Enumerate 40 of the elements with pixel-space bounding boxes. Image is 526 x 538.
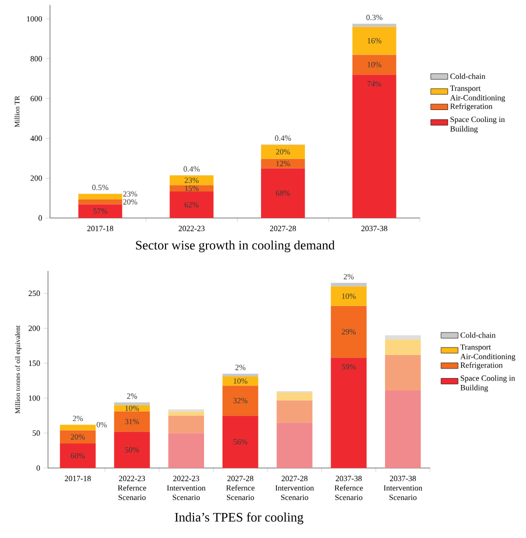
bar [60,430,96,444]
bar [170,175,214,186]
bar [385,335,421,340]
bar [168,433,204,468]
bar [330,282,367,286]
bar [222,374,258,376]
bar [222,416,258,468]
bar [114,402,150,406]
bar [261,144,305,159]
bar [352,74,396,218]
text: India’s TPES for cooling [174,512,304,524]
bar [78,194,122,200]
bar [168,416,204,434]
bar [385,354,421,390]
bar [330,358,367,468]
text: Sector wise growth in cooling demand [136,240,335,252]
bar [385,339,421,355]
bar [261,168,305,218]
bar [385,390,421,468]
bar [114,432,150,468]
bar [276,422,312,468]
bar [222,376,258,386]
bar [330,306,367,358]
bar [170,192,214,218]
bar [60,444,96,468]
bar [352,26,396,55]
bar [352,24,396,27]
bar [168,411,204,416]
bar [170,185,214,192]
bar [78,199,122,204]
bar [60,424,96,430]
bar [114,405,150,412]
bar [352,54,396,75]
bar [330,286,367,306]
bar [276,400,312,423]
bar [78,204,122,218]
bar [276,392,312,400]
bar [114,411,150,432]
bar [222,386,258,416]
bar [261,158,305,168]
